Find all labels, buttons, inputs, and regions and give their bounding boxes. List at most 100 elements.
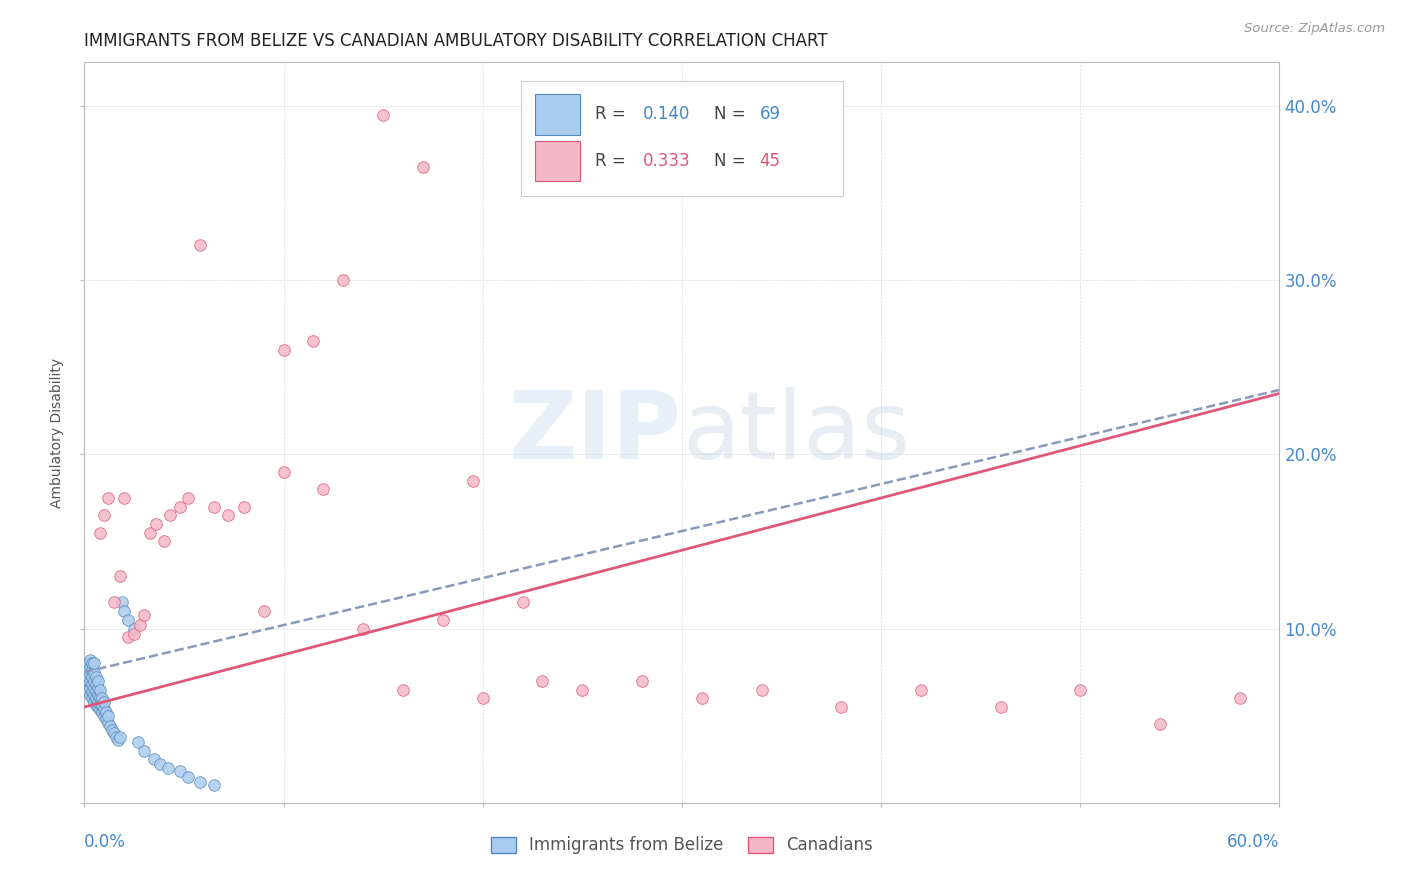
Point [87,673,110,688]
Point [87,695,110,709]
Point [103,595,125,609]
Point [432,613,454,627]
Y-axis label: Ambulatory Disability: Ambulatory Disability [51,358,65,508]
Text: atlas: atlas [682,386,910,479]
Point [77,657,100,671]
Point [79,681,101,695]
Point [122,622,145,636]
Text: 45: 45 [759,152,780,169]
Point [98,719,121,733]
Text: 69: 69 [759,105,780,123]
Text: 0.140: 0.140 [643,105,690,123]
Point [82,684,104,698]
Point [97,491,120,505]
Point [77,673,100,688]
FancyBboxPatch shape [534,141,581,181]
Point [332,273,354,287]
Point [86,677,108,691]
Point [82,670,104,684]
Point [111,595,134,609]
Point [127,735,149,749]
Point [82,664,104,678]
Point [89,525,111,540]
Point [129,618,152,632]
Point [83,695,105,709]
Point [352,622,374,636]
Point [571,682,593,697]
Point [631,673,654,688]
Point [89,703,111,717]
Point [153,534,176,549]
Point [143,752,166,766]
Point [93,702,115,716]
Point [82,677,104,691]
Point [461,474,484,488]
Point [91,705,114,719]
Point [139,525,162,540]
Point [93,695,115,709]
Text: IMMIGRANTS FROM BELIZE VS CANADIAN AMBULATORY DISABILITY CORRELATION CHART: IMMIGRANTS FROM BELIZE VS CANADIAN AMBUL… [84,32,828,50]
Point [122,627,145,641]
Text: 60.0%: 60.0% [1227,833,1279,851]
Point [169,500,191,514]
Point [86,691,108,706]
Point [412,160,434,174]
Point [77,668,100,682]
Point [91,698,114,713]
Point [79,673,101,688]
Point [117,630,139,644]
Point [83,688,105,702]
Point [110,569,132,583]
Point [87,688,110,702]
Point [87,700,110,714]
Text: ZIP: ZIP [509,386,682,479]
Point [79,653,101,667]
Point [112,491,135,505]
Point [1149,717,1171,731]
Point [89,682,111,697]
Point [97,708,120,723]
Point [103,726,125,740]
Point [83,681,105,695]
Point [75,677,97,691]
Point [145,517,167,532]
Point [132,607,156,622]
Point [273,465,295,479]
Legend: Immigrants from Belize, Canadians: Immigrants from Belize, Canadians [484,830,880,861]
Point [202,500,225,514]
Point [83,673,105,688]
Point [89,697,111,711]
Point [910,682,932,697]
Point [531,673,554,688]
Point [751,682,773,697]
Point [89,690,111,704]
Point [188,238,211,252]
Point [132,743,156,757]
Point [169,764,191,779]
FancyBboxPatch shape [520,81,844,195]
Point [177,770,200,784]
Text: 0.333: 0.333 [643,152,690,169]
Point [177,491,200,505]
Text: R =: R = [595,152,631,169]
Point [990,700,1012,714]
Point [86,670,108,684]
Point [79,660,101,674]
Point [86,684,108,698]
Point [159,508,181,523]
Point [105,730,128,744]
Point [471,691,494,706]
Point [273,343,295,357]
Point [512,595,534,609]
Point [110,730,132,744]
Point [75,670,97,684]
Point [392,682,415,697]
Point [93,708,115,723]
Point [93,508,115,523]
Point [83,665,105,680]
Point [112,604,135,618]
Point [157,761,180,775]
Text: Source: ZipAtlas.com: Source: ZipAtlas.com [1244,22,1385,36]
Point [82,657,104,671]
Point [83,657,105,671]
